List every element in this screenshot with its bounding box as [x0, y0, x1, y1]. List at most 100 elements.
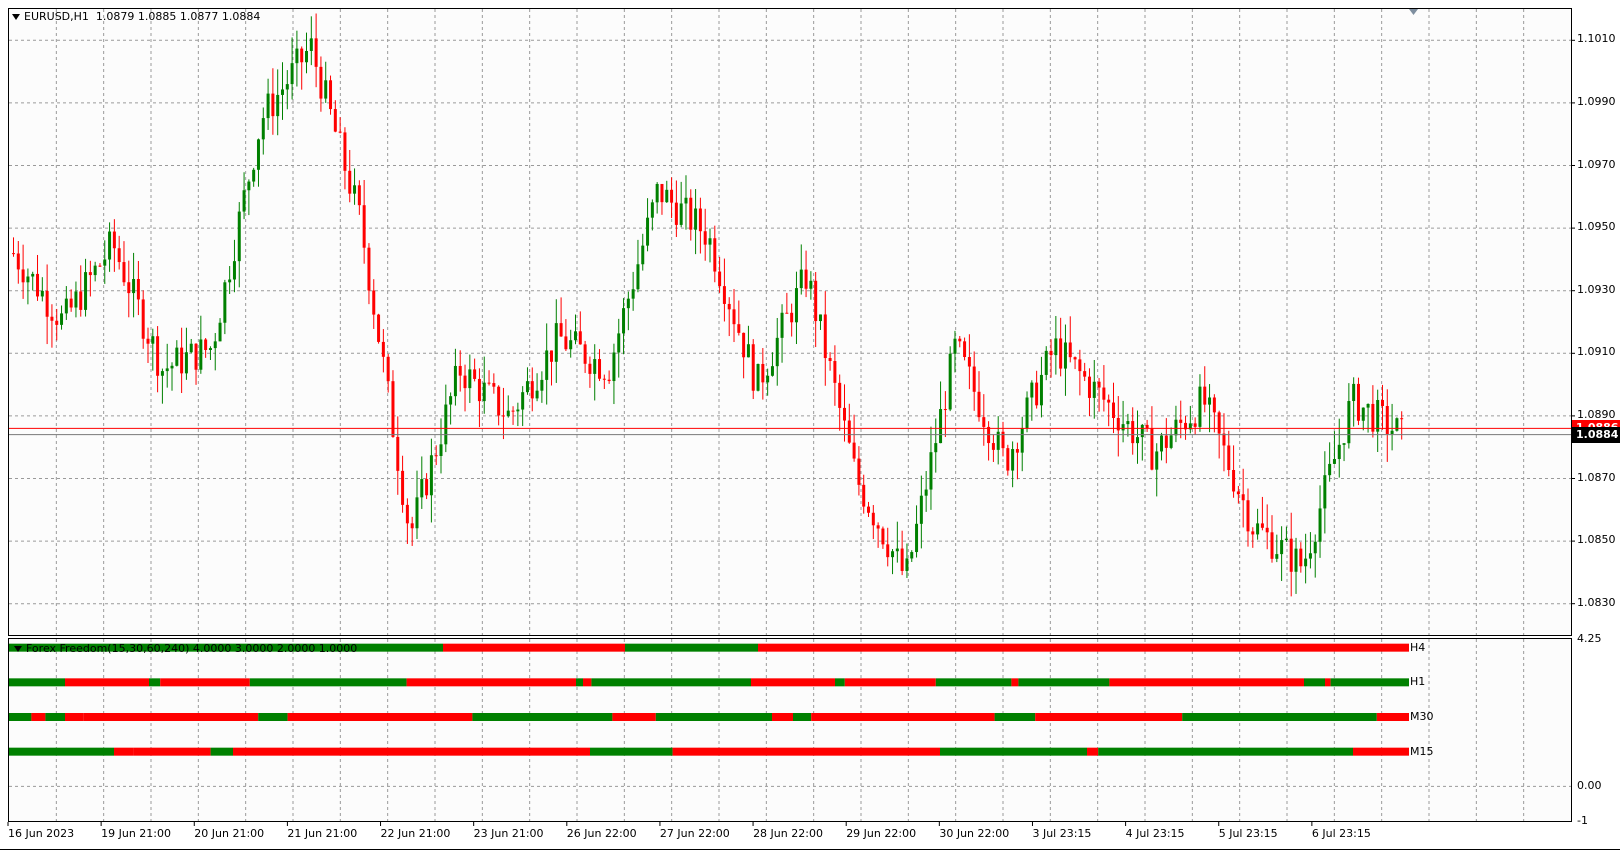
candle-body [910, 552, 914, 559]
indicator-bar-segment [1087, 747, 1099, 756]
indicator-bar-segment [9, 747, 114, 756]
candle-body [1236, 491, 1240, 495]
candle-body [1145, 424, 1149, 429]
candle-body [112, 231, 116, 249]
candle-body [1227, 445, 1231, 471]
indicator-bar-segment [1304, 678, 1325, 687]
candle-body [429, 455, 433, 496]
candle-body [290, 63, 294, 85]
candle-body [1155, 451, 1159, 470]
candle-body [1160, 435, 1164, 452]
price-axis-label: 1.0850 [1577, 533, 1616, 547]
indicator-bar-segment [443, 643, 625, 652]
indicator-bar-segment [811, 713, 995, 721]
candle-body [1121, 424, 1125, 431]
candle-body [842, 407, 846, 421]
candle-body [453, 365, 457, 397]
indicator-bar-segment [1199, 713, 1377, 721]
candle-body [641, 245, 645, 265]
indicator-bar-segment [1325, 678, 1331, 687]
candle-body [1073, 357, 1077, 360]
candle-body [170, 365, 174, 369]
timeframe-label-h1: H1 [1410, 675, 1426, 689]
price-axis-label: 1.0830 [1577, 595, 1616, 609]
candle-body [338, 131, 342, 133]
candle-body [1308, 553, 1312, 559]
candle-body [602, 378, 606, 380]
price-axis-label: 1.1010 [1577, 32, 1616, 46]
candle-body [742, 332, 746, 358]
date-axis-label: 28 Jun 22:00 [753, 827, 823, 840]
indicator-bar-segment [625, 643, 758, 652]
candle-body [1068, 342, 1072, 358]
candle-body [1025, 397, 1029, 429]
candle-body [521, 392, 525, 410]
timeframe-label-m30: M30 [1410, 710, 1434, 723]
date-axis-label: 16 Jun 2023 [8, 827, 75, 840]
indicator-bar-segment [935, 678, 1012, 687]
candle-body [939, 409, 943, 444]
price-axis-label: 1.0970 [1577, 157, 1616, 171]
candle-body [684, 197, 688, 204]
candle-body [228, 279, 232, 283]
indicator-bar-segment [83, 713, 259, 721]
candle-body [718, 271, 722, 287]
candle-body [756, 363, 760, 391]
candle-body [708, 238, 712, 245]
candle-body [329, 80, 333, 110]
candle-body [1232, 470, 1236, 492]
candle-body [559, 323, 563, 337]
candle-body [780, 312, 784, 338]
candle-body [895, 548, 899, 552]
candle-body [1059, 338, 1063, 369]
candle-body [694, 208, 698, 230]
date-axis-label: 5 Jul 23:15 [1218, 827, 1278, 840]
candle-body [256, 139, 260, 170]
indicator-bar-segment [576, 678, 583, 687]
candle-body [963, 341, 967, 358]
candle-body [598, 359, 602, 379]
candle-body [804, 269, 808, 289]
candle-body [871, 512, 875, 526]
candle-body [434, 455, 438, 457]
candle-body [665, 189, 669, 203]
indicator-bar-segment [249, 678, 407, 687]
indicator-bar-segment [793, 713, 812, 721]
candle-body [1294, 548, 1298, 572]
candle-body [305, 50, 309, 63]
candle-body [127, 282, 131, 294]
candle-body [828, 358, 832, 362]
candle-body [996, 431, 1000, 450]
candle-body [679, 203, 683, 225]
candle-body [1150, 428, 1154, 470]
candle-body [1241, 494, 1245, 501]
chart-menu-triangle-icon[interactable] [12, 14, 20, 20]
candle-body [184, 352, 188, 374]
indicator-bar-segment [612, 713, 656, 721]
candle-body [1304, 558, 1308, 567]
candle-body [886, 544, 890, 558]
indicator-bar-segment [1330, 678, 1409, 687]
indicator-bar-segment [590, 747, 673, 756]
candle-body [1217, 412, 1221, 434]
indicator-bar-segment [258, 713, 288, 721]
candle-body [636, 264, 640, 290]
candle-body [1337, 444, 1341, 460]
indicator-bar-segment [583, 678, 592, 687]
candle-body [1352, 383, 1356, 402]
indicator-menu-triangle-icon[interactable] [14, 646, 22, 652]
candle-body [775, 337, 779, 367]
candle-body [477, 378, 481, 402]
indicator-bar-segment [672, 747, 695, 756]
candle-body [348, 170, 352, 194]
indicator-bar-segment [1109, 678, 1304, 687]
indicator-pane[interactable] [8, 638, 1572, 822]
candle-body [1006, 448, 1010, 471]
candle-body [1361, 407, 1365, 421]
candle-body [1164, 435, 1168, 448]
candle-body [915, 523, 919, 553]
indicator-bar-segment [1376, 713, 1409, 721]
indicator-bar-segment [45, 713, 65, 721]
